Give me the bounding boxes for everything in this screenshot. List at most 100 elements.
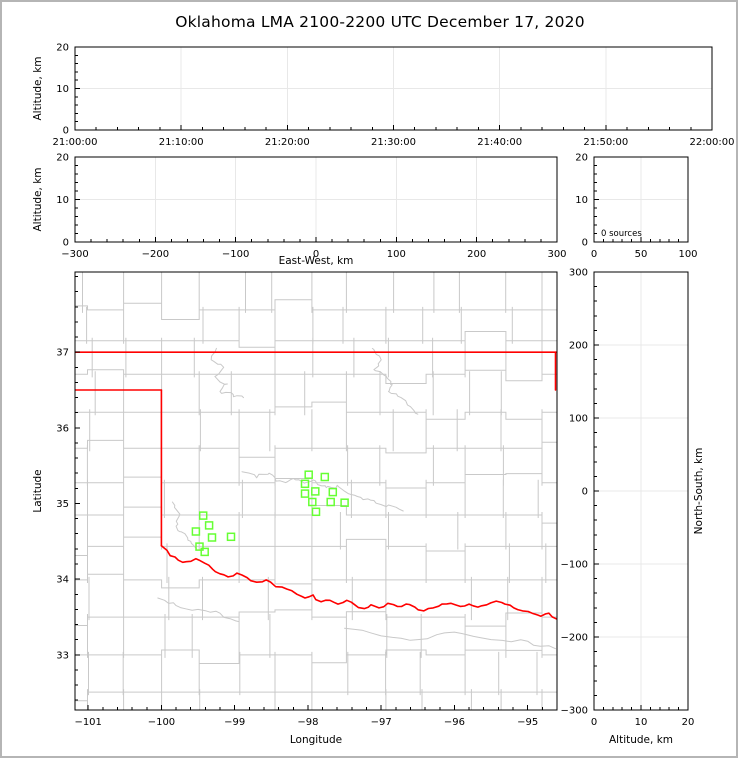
x-tick-label: 0	[591, 249, 597, 260]
y-tick-label: 100	[569, 414, 588, 425]
x-tick-label: 0	[313, 249, 319, 260]
y-tick-label: 20	[56, 43, 69, 54]
axis-ticks	[74, 46, 713, 131]
y-tick-label: 34	[56, 575, 69, 586]
y-tick-label: 10	[575, 195, 588, 206]
oklahoma-state-border	[75, 351, 557, 620]
y-axis-label: Altitude, km	[32, 56, 44, 120]
panel-eastwest-altitude: −300 −200 −100 0 100 200 300 0 10 20 East-West, km…	[32, 153, 567, 268]
x-tick-label: 22:00:00	[690, 137, 735, 148]
x-axis-label: Altitude, km	[609, 734, 673, 746]
x-tick-label: −96	[444, 717, 465, 728]
x-axis-label: East-West, km	[279, 255, 354, 267]
x-tick-label: −100	[148, 717, 175, 728]
state-border-red-river	[160, 545, 557, 620]
x-axis-label: Longitude	[290, 734, 342, 746]
x-tick-label: 21:50:00	[583, 137, 628, 148]
x-tick-label: −300	[61, 249, 88, 260]
y-tick-label: −300	[561, 706, 588, 717]
lma-stations	[191, 470, 349, 557]
lma-station-marker	[207, 533, 217, 542]
lma-station-marker	[200, 547, 209, 557]
y-tick-label: 33	[56, 650, 69, 661]
lma-station-marker	[308, 497, 317, 507]
axis-ticks	[75, 276, 558, 710]
y-tick-label: 10	[56, 195, 69, 206]
lma-station-marker	[198, 511, 208, 520]
y-tick-label: −200	[561, 633, 588, 644]
y-tick-label: 0	[582, 487, 588, 498]
y-tick-label: 200	[569, 341, 588, 352]
y-tick-label: 300	[569, 268, 588, 279]
x-tick-label: −99	[224, 717, 245, 728]
axes-frame	[74, 271, 558, 711]
axis-ticks	[74, 156, 558, 243]
y-tick-label: 10	[56, 84, 69, 95]
y-tick-label: 20	[56, 153, 69, 164]
county-river-boundary	[344, 627, 556, 650]
lma-station-marker	[300, 489, 310, 498]
figure-title: Oklahoma LMA 2100-2200 UTC December 17, …	[175, 13, 585, 31]
axis-ticks	[593, 271, 689, 711]
x-tick-label: 100	[678, 249, 697, 260]
y-tick-label: 0	[582, 238, 588, 249]
y-tick-label: 35	[56, 499, 69, 510]
panel-northsouth-altitude: 0 10 20 300 200 100 0 −100 −200 −300 Altitude, km N…	[561, 268, 705, 747]
county-boundaries	[75, 272, 557, 710]
x-tick-label: 10	[635, 717, 648, 728]
y-tick-label: 36	[56, 423, 69, 434]
y-axis-label-right: North-South, km	[693, 448, 705, 535]
x-tick-label: 300	[547, 249, 566, 260]
lma-station-marker	[204, 521, 214, 530]
y-tick-label: 0	[63, 126, 69, 137]
lma-station-marker	[304, 470, 313, 479]
lma-station-marker	[226, 532, 236, 542]
lma-station-marker	[328, 487, 338, 497]
panel-time-altitude: 21:00:00 21:10:00 21:20:00 21:30:00 21:40:00…	[32, 43, 734, 149]
gridlines	[75, 157, 557, 242]
gridlines	[75, 47, 712, 130]
x-tick-label: 21:10:00	[159, 137, 204, 148]
lma-station-marker	[340, 498, 349, 507]
lma-station-marker	[195, 542, 204, 551]
lma-station-marker	[191, 527, 201, 536]
county-river-boundary	[210, 347, 244, 399]
lma-station-marker	[320, 472, 330, 482]
y-tick-label: 0	[63, 238, 69, 249]
x-tick-label: −95	[517, 717, 538, 728]
x-tick-label: 21:20:00	[265, 137, 310, 148]
y-tick-label: −100	[561, 560, 588, 571]
x-tick-label: −97	[371, 717, 392, 728]
x-tick-label: 21:40:00	[477, 137, 522, 148]
x-tick-label: −200	[142, 249, 169, 260]
lma-station-marker	[311, 507, 321, 517]
county-river-boundary	[157, 597, 239, 622]
county-river-boundary	[371, 347, 419, 415]
x-tick-label: 0	[591, 717, 597, 728]
panel-map: −101 −100 −99 −98 −97 −96 −95 33 34 35 36 37 Longitu…	[32, 271, 558, 746]
x-tick-label: 20	[682, 717, 695, 728]
axis-ticks	[593, 156, 689, 243]
x-tick-label: 200	[467, 249, 486, 260]
x-tick-label: 21:00:00	[53, 137, 98, 148]
county-river-boundary	[171, 501, 198, 550]
x-tick-label: 50	[635, 249, 648, 260]
y-tick-label: 37	[56, 348, 69, 359]
gridlines	[594, 157, 688, 242]
panel-altitude-histogram: 0 50 100 0 10 20 0 sources	[575, 153, 697, 261]
lma-station-marker	[326, 497, 335, 507]
sources-count-annotation: 0 sources	[601, 229, 642, 239]
x-tick-label: 21:30:00	[371, 137, 416, 148]
county-river-boundary	[241, 471, 404, 512]
map-layers	[75, 272, 557, 710]
y-tick-label: 20	[575, 153, 588, 164]
x-tick-label: −100	[222, 249, 249, 260]
x-tick-label: −98	[297, 717, 318, 728]
lma-station-marker	[300, 479, 310, 489]
x-tick-label: 100	[387, 249, 406, 260]
y-axis-label: Latitude	[32, 469, 44, 512]
y-axis-label: Altitude, km	[32, 167, 44, 231]
